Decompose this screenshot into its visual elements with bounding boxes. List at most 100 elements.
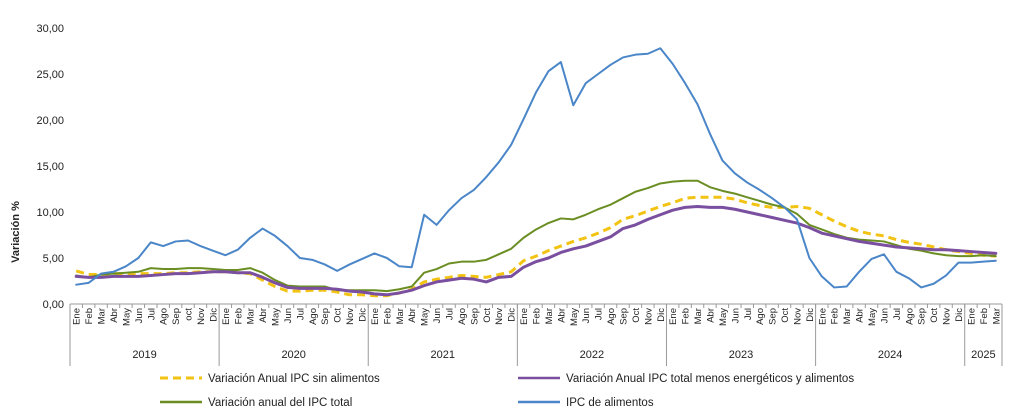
- x-tick-label: Nov: [643, 308, 654, 325]
- x-tick-label: Dic: [507, 308, 518, 322]
- y-tick-label: 5,00: [43, 253, 64, 265]
- legend-label: Variación Anual IPC sin alimentos: [208, 373, 380, 385]
- x-tick-label: Mar: [395, 308, 406, 324]
- x-tick-label: Dic: [358, 308, 369, 322]
- x-tick-label: May: [420, 308, 431, 326]
- legend: Variación Anual IPC sin alimentos Variaci…: [160, 373, 854, 409]
- y-tick-label: 10,00: [36, 207, 64, 219]
- x-tick-label: Dic: [656, 308, 667, 322]
- x-tick-label: Sep: [618, 308, 629, 325]
- x-tick-label: Abr: [407, 308, 418, 323]
- x-tick-label: Mar: [842, 308, 853, 324]
- x-tick-label: Dic: [954, 308, 965, 322]
- x-tick-label: May: [121, 308, 132, 326]
- x-tick-label: Abr: [705, 308, 716, 323]
- x-tick-label: May: [867, 308, 878, 326]
- x-tick-label: May: [569, 308, 580, 326]
- legend-label: Variación Anual IPC total menos energéti…: [566, 373, 854, 385]
- series-layer: [74, 47, 998, 298]
- x-tick-label: Sep: [469, 308, 480, 325]
- year-label: 2023: [729, 349, 753, 361]
- year-label: 2025: [971, 349, 995, 361]
- x-tick-label: May: [271, 308, 282, 326]
- x-tick-label: Jun: [879, 308, 890, 323]
- x-tick-label: Jun: [581, 308, 592, 323]
- x-tick-label: Feb: [84, 308, 95, 324]
- x-tick-label: Ene: [72, 308, 83, 325]
- year-label: 2021: [431, 349, 455, 361]
- x-tick-label: Abr: [109, 308, 120, 323]
- legend-label: IPC de alimentos: [566, 397, 654, 409]
- x-tick-label: May: [718, 308, 729, 326]
- year-label: 2019: [132, 349, 156, 361]
- x-tick-label: Oct: [333, 308, 344, 323]
- x-tick-label: Jul: [594, 308, 605, 320]
- x-tick-label: Sep: [917, 308, 928, 325]
- year-label: 2022: [580, 349, 604, 361]
- x-tick-label: Feb: [233, 308, 244, 324]
- y-axis-label: Variación %: [10, 201, 22, 263]
- y-tick-label: 30,00: [36, 23, 64, 35]
- x-tick-label: Nov: [345, 308, 356, 325]
- legend-label: Variación anual del IPC total: [208, 397, 352, 409]
- x-tick-label: Ene: [668, 308, 679, 325]
- x-tick-label: Ene: [817, 308, 828, 325]
- x-tick-label: Ago: [457, 308, 468, 325]
- x-tick-label: Oct: [780, 308, 791, 323]
- x-tick-label: Feb: [532, 308, 543, 324]
- x-tick-label: Dic: [805, 308, 816, 322]
- x-tick-label: Nov: [942, 308, 953, 325]
- x-tick-label: Nov: [494, 308, 505, 325]
- x-tick-label: Jul: [892, 308, 903, 320]
- x-tick-label: Jul: [743, 308, 754, 320]
- series-line: [74, 204, 998, 297]
- x-tick-label: Nov: [196, 308, 207, 325]
- y-tick-label: 0,00: [43, 299, 64, 311]
- x-tick-label: Ene: [966, 308, 977, 325]
- x-tick-label: Feb: [382, 308, 393, 324]
- series-line: [75, 47, 997, 289]
- x-tick-label: Ene: [519, 308, 530, 325]
- x-tick-label: Nov: [792, 308, 803, 325]
- x-tick-label: Jun: [283, 308, 294, 323]
- y-axis: 0,00 5,00 10,00 15,00 20,00 25,00 30,00: [36, 23, 64, 311]
- x-tick-label: Mar: [246, 308, 257, 324]
- x-tick-label: Mar: [693, 308, 704, 324]
- y-tick-label: 25,00: [36, 69, 64, 81]
- x-tick-label: Ago: [755, 308, 766, 325]
- x-tick-label: Feb: [681, 308, 692, 324]
- x-tick-label: Ago: [606, 308, 617, 325]
- x-tick-label: Jul: [445, 308, 456, 320]
- x-tick-label: oct: [184, 308, 195, 321]
- x-tick-label: Jul: [295, 308, 306, 320]
- x-axis: Ene Feb Mar Abr May Jun Jul Ago Sep oct Nov Dic Ene F…: [69, 303, 1003, 366]
- x-tick-label: Sep: [171, 308, 182, 325]
- x-tick-label: Oct: [482, 308, 493, 323]
- x-tick-label: Sep: [320, 308, 331, 325]
- x-tick-label: Mar: [544, 308, 555, 324]
- x-tick-label: Jun: [432, 308, 443, 323]
- x-tick-label: Jun: [730, 308, 741, 323]
- x-tick-label: Ago: [308, 308, 319, 325]
- y-tick-label: 15,00: [36, 161, 64, 173]
- x-tick-label: Ago: [904, 308, 915, 325]
- x-tick-label: Feb: [979, 308, 990, 324]
- series-line: [75, 195, 996, 298]
- x-tick-label: Oct: [631, 308, 642, 323]
- year-label: 2020: [281, 349, 305, 361]
- x-tick-label: Abr: [258, 308, 269, 323]
- x-tick-label: Abr: [556, 308, 567, 323]
- x-tick-label: Jul: [146, 308, 157, 320]
- x-tick-label: Jun: [134, 308, 145, 323]
- x-tick-label: Ago: [159, 308, 170, 325]
- x-tick-label: Abr: [855, 308, 866, 323]
- x-tick-label: Mar: [991, 308, 1002, 324]
- y-tick-label: 20,00: [36, 115, 64, 127]
- x-tick-label: Sep: [768, 308, 779, 325]
- x-tick-label: Ene: [370, 308, 381, 325]
- x-tick-label: Oct: [929, 308, 940, 323]
- x-tick-label: Dic: [208, 308, 219, 322]
- year-label: 2024: [878, 349, 902, 361]
- x-tick-label: Ene: [221, 308, 232, 325]
